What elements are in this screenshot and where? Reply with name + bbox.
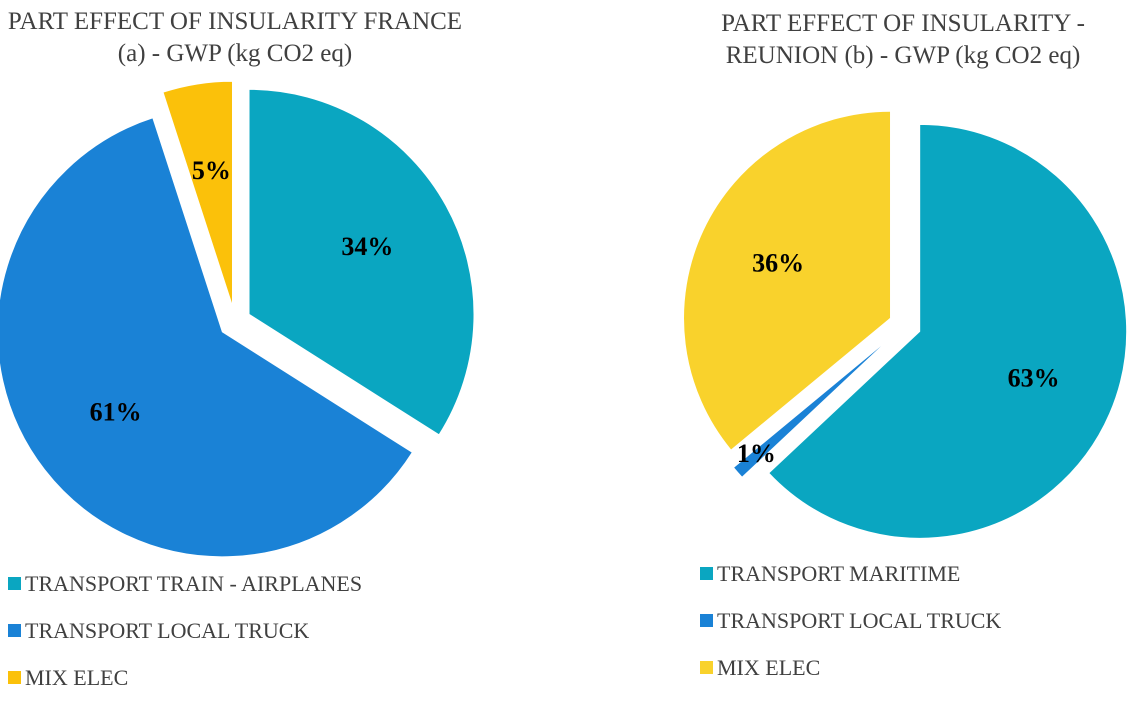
legend-swatch xyxy=(8,577,21,590)
chart-title: PART EFFECT OF INSULARITY - REUNION (b) … xyxy=(721,10,1085,69)
legend: TRANSPORT MARITIME TRANSPORT LOCAL TRUCK M… xyxy=(700,550,1001,691)
legend-item: TRANSPORT LOCAL TRUCK xyxy=(8,607,362,654)
legend-label: TRANSPORT LOCAL TRUCK xyxy=(25,617,310,643)
data-label: 34% xyxy=(341,232,393,261)
pie-slice xyxy=(768,123,1128,539)
legend-label: TRANSPORT MARITIME xyxy=(717,560,961,586)
legend-swatch xyxy=(700,567,713,580)
pie-slice xyxy=(248,88,475,436)
legend-item: MIX ELEC xyxy=(700,644,1001,691)
chart-title: PART EFFECT OF INSULARITY FRANCE (a) - G… xyxy=(7,8,463,67)
legend-item: MIX ELEC xyxy=(8,654,362,701)
legend-swatch xyxy=(8,624,21,637)
legend-swatch xyxy=(8,671,21,684)
legend-label: MIX ELEC xyxy=(25,664,129,690)
data-label: 36% xyxy=(752,248,804,277)
legend-item: TRANSPORT TRAIN - AIRPLANES xyxy=(8,560,362,607)
legend-label: TRANSPORT TRAIN - AIRPLANES xyxy=(25,570,363,596)
pie-slice xyxy=(732,335,894,478)
data-label: 1% xyxy=(737,439,776,468)
legend-item: TRANSPORT LOCAL TRUCK xyxy=(700,597,1001,644)
data-label: 63% xyxy=(1008,364,1060,393)
data-label: 61% xyxy=(90,398,142,427)
legend-swatch xyxy=(700,614,713,627)
legend-label: TRANSPORT LOCAL TRUCK xyxy=(717,607,1002,633)
pie-slice xyxy=(0,117,414,558)
data-label: 5% xyxy=(192,156,231,185)
legend-swatch xyxy=(700,661,713,674)
pie-slice xyxy=(683,110,892,451)
legend: TRANSPORT TRAIN - AIRPLANES TRANSPORT LOC… xyxy=(8,560,362,701)
legend-item: TRANSPORT MARITIME xyxy=(700,550,1001,597)
pie-slice xyxy=(162,80,233,307)
legend-label: MIX ELEC xyxy=(717,654,821,680)
